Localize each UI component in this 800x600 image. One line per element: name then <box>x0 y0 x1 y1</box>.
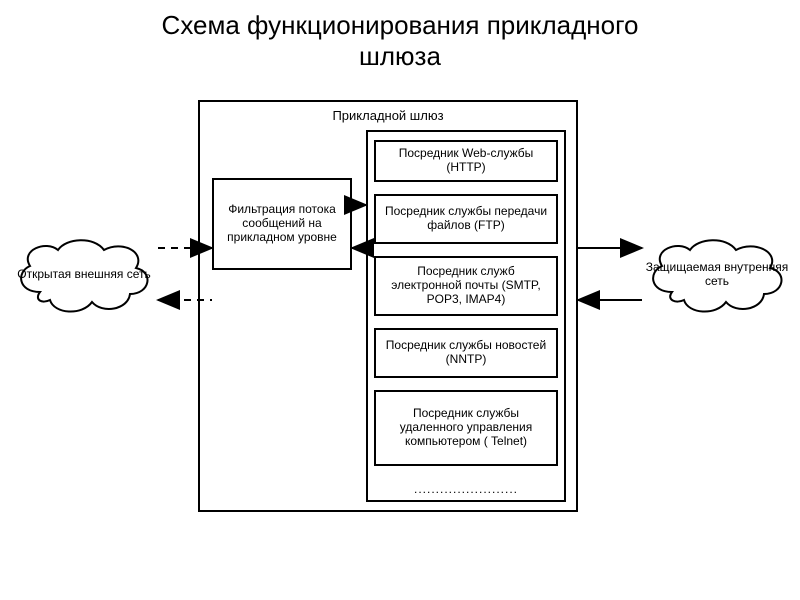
cloud-internal-label: Защищаемая внутренняя сеть <box>642 261 792 289</box>
diagram-canvas: Схема функционирования прикладного шлюза… <box>0 0 800 600</box>
cloud-external-label: Открытая внешняя сеть <box>17 268 151 282</box>
arrow-layer <box>0 0 800 600</box>
